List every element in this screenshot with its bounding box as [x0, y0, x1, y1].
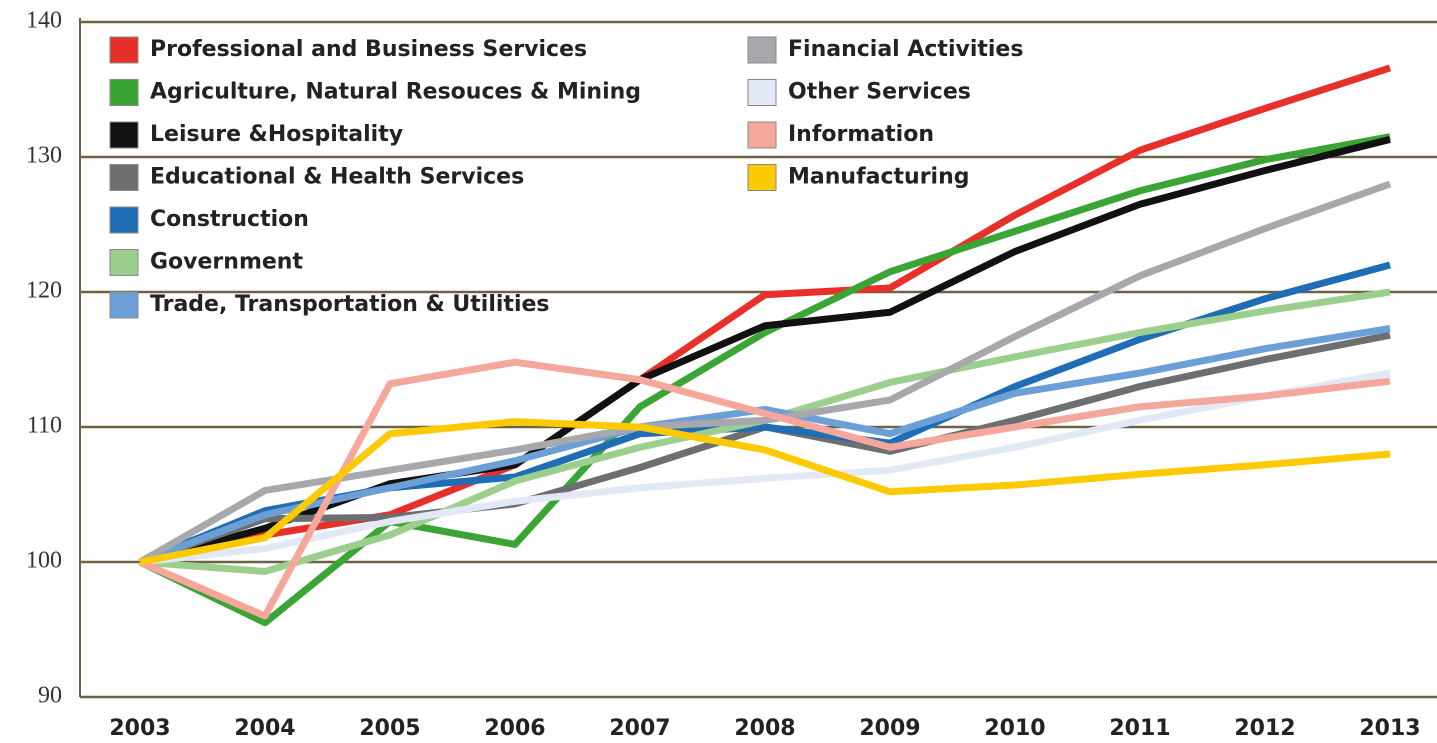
x-tick-label: 2012	[1234, 716, 1295, 741]
line	[138, 133, 1391, 627]
line	[138, 324, 1391, 566]
legend-label: Government	[150, 250, 303, 275]
y-tick-label: 120	[26, 278, 62, 304]
legend-swatch	[747, 36, 777, 64]
line	[138, 180, 1392, 566]
x-tick-label: 2011	[1109, 716, 1170, 741]
legend-swatch	[109, 79, 139, 106]
y-tick-label: 90	[38, 683, 62, 709]
legend-swatch	[747, 79, 777, 106]
line	[139, 418, 1391, 566]
legend-label: Manufacturing	[788, 165, 970, 190]
y-tick-label: 130	[26, 143, 62, 169]
x-tick-label: 2003	[109, 716, 170, 741]
y-tick-label: 100	[26, 548, 62, 574]
x-tick-label: 2008	[734, 716, 795, 741]
y-tick-label: 140	[26, 8, 62, 34]
line	[139, 64, 1392, 566]
legend-label: Other Services	[788, 80, 971, 105]
legend-swatch	[109, 36, 139, 64]
legend-label: Trade, Transportation & Utilities	[150, 292, 550, 317]
x-tick-label: 2009	[859, 716, 920, 741]
x-tick-label: 2007	[609, 716, 670, 741]
x-tick-label: 2004	[234, 716, 295, 741]
legend-swatch	[109, 291, 139, 319]
x-tick-label: 2006	[484, 716, 545, 741]
x-tick-label: 2005	[359, 716, 420, 741]
legend-swatch	[109, 121, 139, 149]
legend-swatch	[109, 249, 139, 276]
legend-label: Leisure &Hospitality	[150, 122, 403, 147]
legend-label: Financial Activities	[788, 37, 1023, 62]
legend-label: Agriculture, Natural Resouces & Mining	[150, 80, 641, 105]
legend-label: Professional and Business Services	[150, 37, 587, 62]
legend-swatch	[747, 121, 777, 149]
y-tick-label: 110	[27, 413, 62, 439]
line	[138, 358, 1391, 620]
legend-label: Educational & Health Services	[150, 165, 524, 190]
legend-swatch	[747, 164, 777, 191]
line	[139, 369, 1391, 566]
legend-swatch	[109, 164, 139, 191]
x-tick-label: 2013	[1359, 716, 1420, 741]
legend-label: Information	[788, 122, 934, 147]
legend-swatch	[109, 206, 139, 234]
x-tick-label: 2010	[984, 716, 1045, 741]
legend-label: Construction	[150, 207, 309, 232]
